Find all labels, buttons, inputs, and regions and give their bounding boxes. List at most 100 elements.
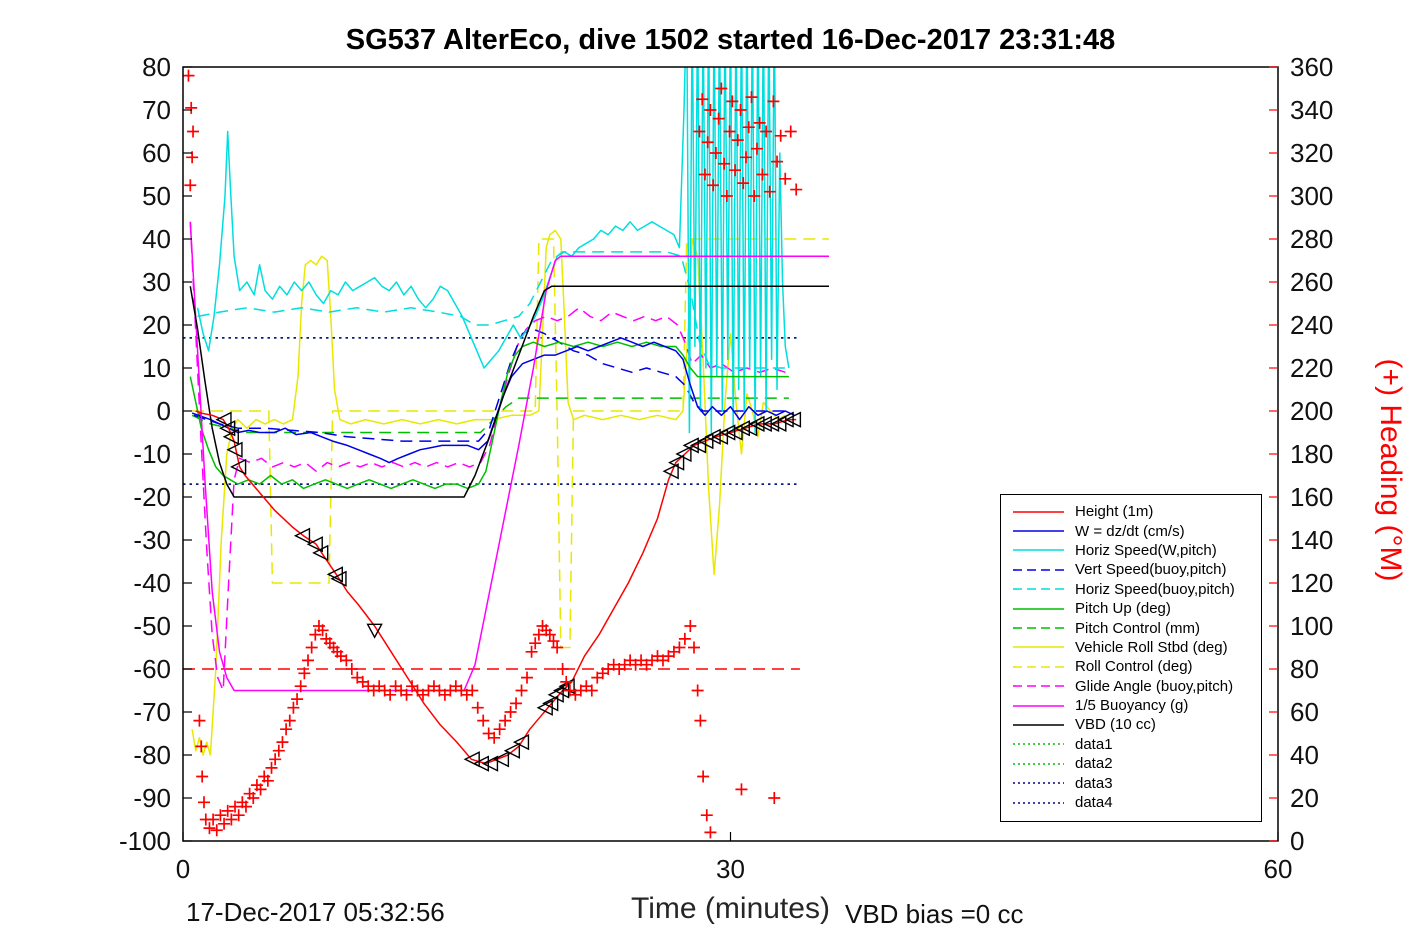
left-triangle-marker [222,428,239,445]
legend-line-sample [1013,782,1064,784]
heading-plus-marker [720,190,733,202]
y-right-tick-label: 80 [1290,654,1319,684]
y-right-tick-label: 160 [1290,482,1333,512]
heading-plus-marker [305,641,318,654]
legend-item: Height (1m) [1011,502,1261,521]
legend-label: Horiz Speed(buoy,pitch) [1075,580,1235,598]
y-right-tick-label: 220 [1290,353,1333,383]
x-axis-label: Time (minutes) [631,892,830,925]
heading-plus-marker [718,157,731,170]
y-right-tick-label: 340 [1290,95,1333,125]
heading-plus-marker [384,688,397,701]
legend-line-sample [1013,549,1064,552]
left-triangle-marker [733,420,750,437]
heading-plus-marker [745,91,758,104]
legend-label: Glide Angle (buoy,pitch) [1075,677,1234,695]
legend-item: Horiz Speed(buoy,pitch) [1011,580,1261,599]
y-left-tick-label: -60 [133,654,171,684]
y-left-tick-label: -70 [133,697,171,727]
heading-plus-marker [560,675,573,688]
heading-plus-marker [298,667,311,680]
heading-plus-marker [477,714,490,727]
x-tick-label: 0 [176,854,190,884]
heading-plus-marker [291,693,304,706]
heading-plus-marker [510,697,523,710]
heading-plus-marker [272,744,285,757]
heading-plus-marker [734,104,747,116]
series-vbd [189,285,829,498]
legend-item: Pitch Up (deg) [1011,599,1261,618]
y-right-tick-label: 280 [1290,224,1333,254]
heading-plus-marker [269,753,282,766]
heading-plus-marker [232,809,245,822]
legend-line-sample [1013,646,1064,649]
legend-label: Pitch Up (deg) [1075,600,1171,618]
series-horiz-speed-buoy [197,251,786,369]
left-triangle-marker [215,411,232,428]
left-triangle-marker [481,755,499,772]
heading-plus-marker [195,740,208,753]
legend-item: data4 [1011,793,1261,812]
y-right-tick-label: 360 [1290,52,1333,82]
y-right-tick-label: 40 [1290,740,1319,770]
legend-box: Height (1m) W = dz/dt (cm/s) Horiz Speed(W… [1000,494,1262,822]
series-buoyancy [189,221,829,692]
legend-item: data2 [1011,754,1261,773]
y-left-tick-label: 20 [142,310,171,340]
legend-label: data2 [1075,755,1113,773]
y-right-tick-label: 20 [1290,783,1319,813]
heading-plus-marker [309,628,322,641]
legend-label: Vehicle Roll Stbd (deg) [1075,638,1228,656]
heading-plus-marker [693,125,706,138]
left-triangle-marker [770,415,787,433]
y-left-tick-label: -30 [133,525,171,555]
heading-plus-marker [184,179,197,192]
x-tick-label: 60 [1264,854,1293,884]
heading-plus-marker [740,151,753,164]
series-layer [183,67,829,765]
heading-plus-marker [742,121,755,134]
y-left-tick-label: 10 [142,353,171,383]
left-triangle-marker [662,463,679,480]
heading-plus-marker [340,654,353,667]
heading-plus-marker [771,155,784,168]
left-triangle-marker [668,454,685,471]
left-triangle-marker [675,445,692,463]
legend-item: Vert Speed(buoy,pitch) [1011,560,1261,579]
y-right-tick-label: 140 [1290,525,1333,555]
heading-plus-marker [466,684,479,697]
legend-label: data1 [1075,735,1113,753]
heading-plus-marker [696,93,709,106]
heading-plus-marker [551,641,564,654]
left-triangle-marker [306,536,323,553]
heading-plus-marker [715,82,728,95]
y-left-tick-label: 30 [142,267,171,297]
heading-plus-marker [214,809,227,822]
legend-label: W = dz/dt (cm/s) [1075,522,1185,540]
heading-plus-marker [471,701,484,714]
heading-plus-marker [691,684,704,697]
heading-plus-marker [585,684,598,697]
series-height [195,410,797,765]
heading-plus-marker [750,142,763,155]
legend-line-sample [1013,762,1064,765]
heading-plus-marker [748,190,761,202]
heading-plus-marker [707,179,720,192]
legend-label: data4 [1075,794,1113,812]
heading-plus-marker [187,125,200,138]
heading-plus-marker [210,824,223,837]
y-left-tick-label: -80 [133,740,171,770]
y-right-tick-label: 260 [1290,267,1333,297]
legend-item: Horiz Speed(W,pitch) [1011,541,1261,560]
axis-ticks: -100-90-80-70-60-50-40-30-20-10010203040… [119,52,1333,884]
heading-plus-marker [756,168,769,181]
heading-plus-marker [753,116,766,129]
y-left-tick-label: 60 [142,138,171,168]
y-right-tick-label: 100 [1290,611,1333,641]
series-horiz-speed-w [196,67,790,434]
y-right-tick-label: 0 [1290,826,1304,856]
heading-plus-marker [239,800,252,813]
left-triangle-marker [312,544,329,562]
left-triangle-marker [711,428,729,445]
